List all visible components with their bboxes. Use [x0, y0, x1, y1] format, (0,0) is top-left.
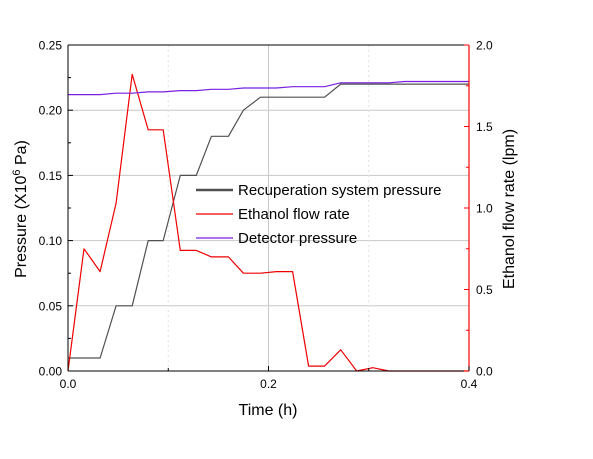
y2-tick-label: 2.0	[476, 39, 493, 53]
series-line	[68, 83, 469, 359]
y-tick-label: 0.05	[39, 299, 63, 313]
series-line	[68, 80, 469, 96]
y-axis-label-superscript: 6	[11, 169, 23, 175]
y-axis-label: Pressure (X106 Pa)	[11, 140, 30, 278]
legend-label: Detector pressure	[238, 230, 357, 247]
y-axis-label-suffix: Pa)	[13, 140, 30, 169]
y-tick-label: 0.20	[39, 104, 63, 118]
y-axis-label-prefix: Pressure (X10	[13, 176, 30, 278]
grid-lines	[68, 45, 469, 371]
y2-tick-label: 0.0	[476, 365, 493, 379]
legend: Recuperation system pressure Ethanol flow…	[196, 182, 441, 247]
y-tick-label: 0.00	[39, 365, 63, 379]
y2-tick-label: 0.5	[476, 283, 493, 297]
y2-tick-label: 1.5	[476, 120, 493, 134]
x-tick-label: 0.0	[60, 377, 77, 391]
y-tick-label: 0.15	[39, 169, 63, 183]
y-tick-label: 0.25	[39, 39, 63, 53]
legend-label: Recuperation system pressure	[238, 182, 441, 199]
axes: 0.00 0.05 0.10 0.15 0.20 0.25 0.0 0.5 1.0 1.5 2.0 0…	[39, 39, 493, 392]
y-tick-label: 0.10	[39, 234, 63, 248]
legend-label: Ethanol flow rate	[238, 206, 350, 223]
x-tick-label: 0.4	[461, 377, 478, 391]
y2-tick-label: 1.0	[476, 202, 493, 216]
y2-axis-label: Ethanol flow rate (lpm)	[501, 129, 518, 289]
x-tick-label: 0.2	[260, 377, 277, 391]
x-axis-label: Time (h)	[239, 402, 298, 419]
